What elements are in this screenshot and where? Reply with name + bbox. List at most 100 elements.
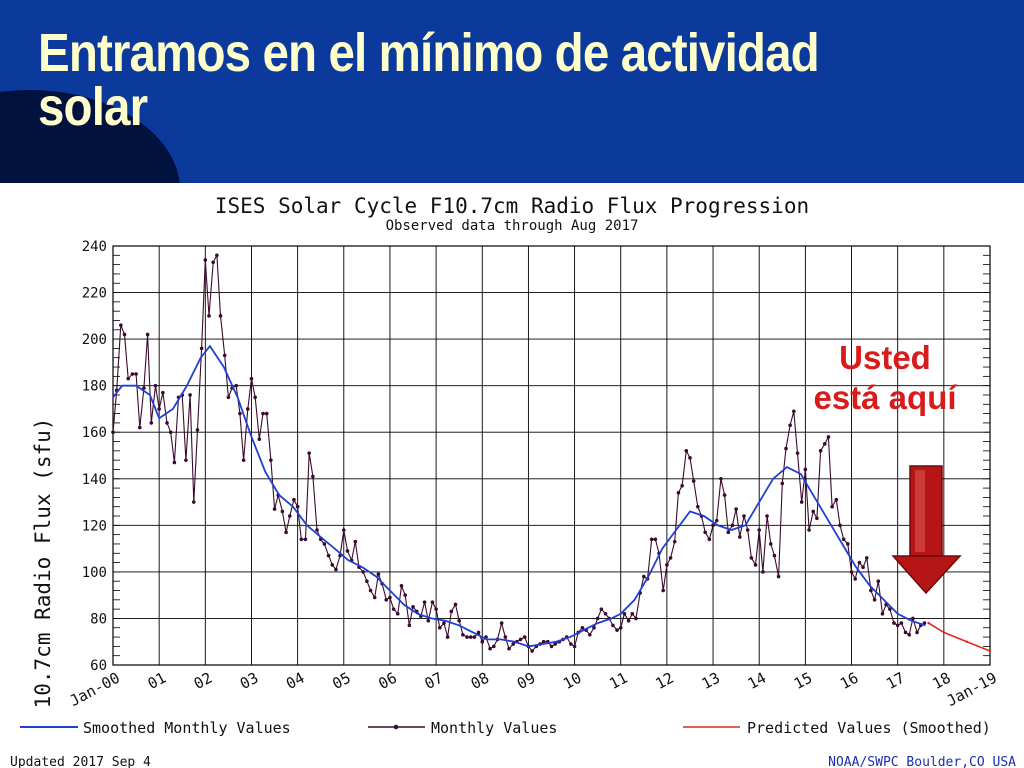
slide-title: Entramos en el mínimo de actividad solar [38, 23, 820, 137]
x-tick-label: Jan-19 [944, 669, 1000, 710]
monthly-value-point [253, 395, 257, 400]
y-tick-label: 60 [90, 658, 107, 674]
you-are-here-annotation: Usted está aquí [790, 338, 980, 418]
x-tick-label: 02 [191, 669, 215, 693]
monthly-value-point [434, 607, 438, 611]
monthly-value-point [853, 577, 858, 581]
monthly-value-point [753, 563, 758, 567]
monthly-value-point [642, 574, 646, 579]
monthly-value-point [726, 530, 731, 535]
annotation-line-2: está aquí [813, 379, 957, 416]
monthly-value-point [315, 528, 319, 532]
monthly-value-point [888, 607, 892, 611]
monthly-value-point [634, 616, 638, 621]
monthly-value-point [714, 518, 719, 523]
monthly-value-point [411, 605, 415, 609]
monthly-value-point [595, 616, 600, 621]
monthly-value-point [615, 628, 619, 632]
y-tick-label: 120 [82, 518, 107, 534]
monthly-value-point [191, 500, 196, 504]
monthly-value-point [284, 530, 288, 535]
monthly-value-point [676, 490, 681, 495]
monthly-value-point [126, 376, 131, 381]
radio-flux-chart: ISES Solar Cycle F10.7cm Radio Flux Prog… [10, 194, 1016, 768]
monthly-value-point [211, 260, 215, 265]
monthly-value-point [803, 467, 808, 472]
monthly-value-point [622, 611, 627, 616]
monthly-value-point [569, 642, 573, 646]
monthly-value-point [326, 553, 331, 558]
monthly-value-point [907, 632, 912, 637]
monthly-value-point [707, 537, 712, 542]
monthly-value-point [395, 611, 400, 616]
monthly-value-point [238, 411, 242, 416]
slide-header: Entramos en el mínimo de actividad solar [0, 0, 1024, 183]
monthly-value-point [765, 514, 769, 518]
monthly-value-point [480, 639, 485, 644]
monthly-value-point [264, 411, 269, 416]
monthly-value-point [168, 430, 173, 435]
monthly-value-point [618, 625, 623, 630]
monthly-value-point [145, 332, 150, 337]
legend-label-predicted: Predicted Values (Smoothed) [747, 719, 991, 737]
y-tick-label: 80 [90, 611, 107, 627]
monthly-value-point [472, 635, 477, 639]
monthly-value-point [388, 595, 392, 600]
monthly-value-point [815, 516, 819, 521]
monthly-value-point [507, 646, 511, 651]
monthly-value-point [745, 528, 750, 532]
monthly-value-point [522, 635, 527, 639]
monthly-value-point [838, 523, 842, 528]
monthly-value-point [292, 497, 296, 502]
monthly-value-point [876, 579, 881, 583]
monthly-value-point [376, 572, 381, 577]
y-tick-label: 100 [82, 565, 107, 581]
series-layer [111, 253, 992, 653]
monthly-value-point [269, 458, 273, 462]
legend-label-monthly: Monthly Values [431, 719, 557, 737]
legend-swatch-monthly-marker [393, 724, 399, 730]
monthly-value-point [122, 332, 127, 337]
monthly-values-line [112, 253, 925, 652]
predicted-value-point [927, 621, 930, 625]
monthly-value-point [541, 639, 546, 644]
monthly-value-point [649, 537, 654, 542]
monthly-value-point [626, 618, 631, 623]
monthly-value-point [322, 542, 327, 546]
monthly-value-point [788, 423, 792, 428]
smoothed-values-line [112, 344, 926, 648]
monthly-value-point [218, 314, 223, 318]
updated-note: Updated 2017 Sep 4 [10, 755, 151, 768]
y-tick-label: 160 [82, 425, 107, 441]
monthly-value-point [407, 623, 412, 628]
monthly-value-point [261, 411, 265, 416]
plot-border [112, 245, 991, 666]
monthly-value-point [119, 323, 123, 327]
arrow-head [891, 555, 962, 595]
monthly-value-point [345, 549, 350, 553]
monthly-value-point [719, 476, 723, 481]
monthly-value-point [653, 537, 658, 542]
monthly-value-point [245, 407, 250, 411]
monthly-value-point [603, 611, 608, 616]
monthly-value-point [303, 537, 308, 542]
monthly-value-point [892, 621, 896, 625]
monthly-value-point [772, 553, 777, 558]
y-tick-label: 200 [82, 332, 107, 348]
monthly-value-point [630, 611, 635, 616]
monthly-value-point [691, 479, 696, 483]
monthly-value-point [453, 602, 458, 607]
monthly-value-point [372, 595, 377, 600]
monthly-value-point [784, 446, 788, 451]
x-tick-label: 07 [422, 669, 446, 693]
monthly-value-point [430, 600, 435, 604]
monthly-value-point [572, 644, 577, 649]
monthly-value-point [511, 642, 515, 646]
monthly-value-point [849, 570, 854, 574]
monthly-value-point [442, 621, 446, 625]
x-tick-label: 17 [883, 669, 907, 693]
monthly-value-point [688, 456, 692, 460]
monthly-value-point [353, 539, 358, 544]
x-tick-label: 15 [791, 669, 815, 693]
monthly-value-point [911, 616, 915, 621]
